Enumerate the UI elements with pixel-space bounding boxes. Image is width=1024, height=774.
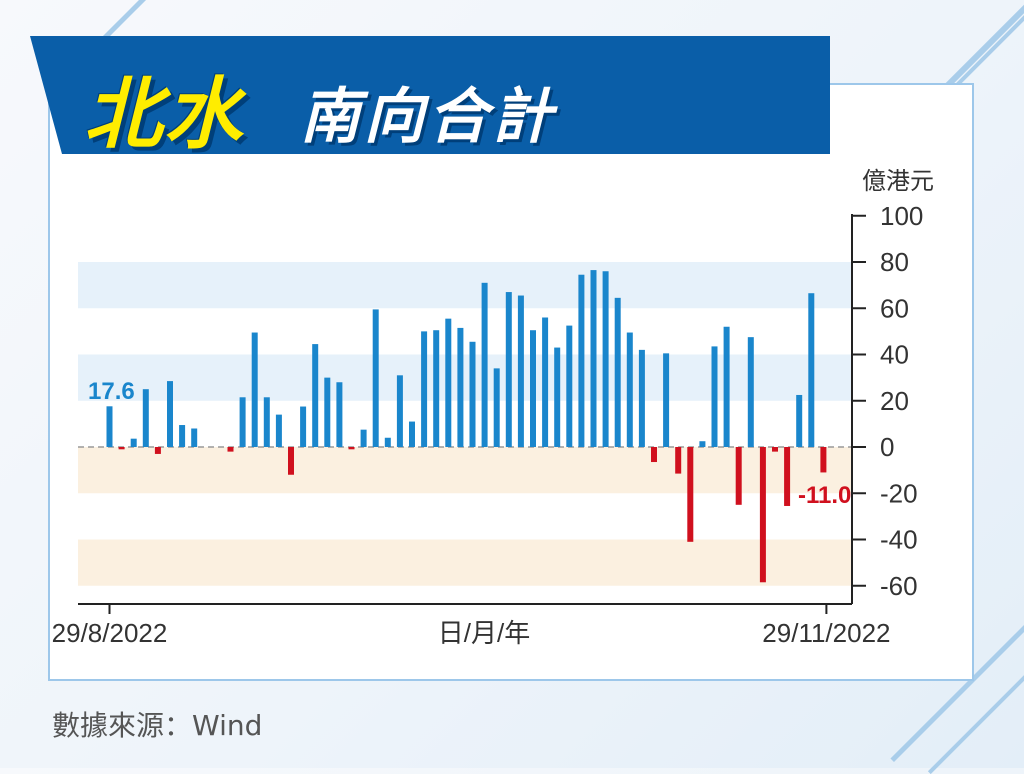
bar	[167, 381, 173, 447]
bar	[360, 429, 367, 447]
bg-band	[78, 262, 852, 309]
bar	[699, 441, 706, 447]
bar	[179, 425, 186, 447]
bar	[239, 397, 246, 447]
y-tick-label: 40	[880, 340, 909, 370]
x-tick-first-label: 29/8/2022	[52, 618, 168, 648]
bar	[469, 341, 476, 447]
bar	[263, 397, 270, 447]
bar	[300, 406, 307, 447]
title-highlight: 北水	[84, 70, 245, 160]
bar	[130, 438, 137, 447]
bar	[312, 344, 319, 447]
bar	[578, 274, 585, 447]
bar	[590, 270, 597, 447]
y-tick-label: 0	[880, 432, 894, 462]
y-tick-label: 80	[880, 247, 909, 277]
bar	[626, 332, 633, 447]
bar	[614, 297, 621, 447]
title-main: 南向合計	[300, 82, 556, 152]
y-tick-label: 20	[880, 386, 909, 416]
bar	[348, 447, 355, 450]
bar	[675, 447, 682, 474]
bg-band	[78, 354, 852, 401]
first-value-label: 17.6	[88, 378, 135, 405]
bar	[433, 330, 440, 447]
bar	[820, 447, 827, 473]
bar	[651, 447, 657, 463]
bar	[154, 447, 161, 454]
y-tick-label: 60	[880, 293, 909, 323]
bar	[759, 447, 766, 583]
bar	[687, 447, 694, 542]
bar	[723, 326, 730, 447]
bar	[288, 447, 294, 475]
bar	[505, 292, 512, 447]
data-source: 數據來源：Wind	[52, 709, 263, 742]
bar	[784, 447, 791, 506]
bar	[517, 295, 524, 447]
bar	[118, 447, 125, 450]
bar	[542, 317, 549, 447]
bar	[481, 282, 488, 447]
bar	[445, 318, 452, 447]
y-unit-label: 億港元	[862, 168, 934, 195]
bar	[421, 331, 428, 447]
bar	[602, 271, 609, 447]
title-banner	[30, 36, 830, 154]
bg-band	[78, 539, 852, 586]
bar	[275, 414, 282, 447]
bar	[106, 406, 113, 447]
bar	[772, 447, 778, 452]
bar	[409, 421, 415, 447]
bg-band	[78, 447, 852, 494]
bar	[796, 394, 803, 447]
bar	[663, 353, 670, 447]
bar	[735, 447, 742, 505]
bar	[711, 346, 718, 447]
bar	[336, 382, 343, 447]
bar	[227, 447, 234, 452]
bar	[457, 327, 464, 447]
bar	[142, 389, 149, 447]
y-tick-label: -20	[880, 478, 918, 508]
bar	[530, 330, 536, 447]
bar	[493, 368, 500, 447]
bar	[251, 332, 258, 447]
y-tick-label: -40	[880, 525, 918, 555]
bar	[566, 325, 573, 447]
bar	[808, 293, 815, 447]
x-tick-last-label: 29/11/2022	[762, 618, 890, 648]
x-axis-title: 日/月/年	[438, 618, 530, 648]
last-value-label: -11.0	[798, 482, 851, 509]
bar	[638, 349, 645, 447]
y-tick-label: 100	[880, 201, 923, 231]
bar	[191, 428, 198, 447]
bar	[384, 437, 391, 447]
bar	[372, 309, 379, 447]
y-tick-label: -60	[880, 571, 918, 601]
bar	[396, 375, 403, 447]
bar	[554, 347, 561, 447]
bar	[324, 377, 331, 447]
bar	[747, 337, 754, 447]
